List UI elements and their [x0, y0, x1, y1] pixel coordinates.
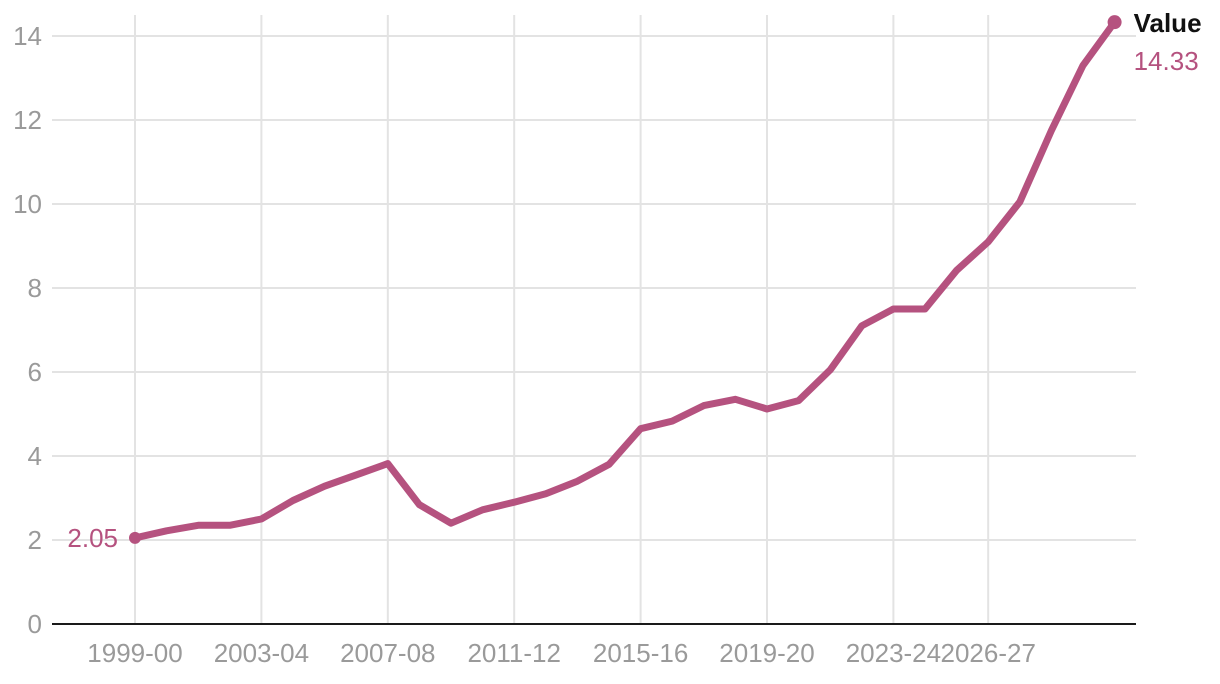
series-name-label: Value	[1134, 8, 1202, 38]
start-value-label: 2.05	[67, 523, 118, 553]
y-tick-label: 4	[28, 441, 42, 471]
x-tick-label: 2011-12	[467, 638, 561, 668]
series-line-value	[131, 18, 1119, 542]
x-tick-label: 2007-08	[340, 638, 435, 668]
end-point-marker	[1107, 15, 1122, 30]
x-tick-label: 2023-24	[846, 638, 941, 668]
x-tick-label: 2003-04	[214, 638, 309, 668]
x-tick-label: 2015-16	[593, 638, 688, 668]
end-value-label: 14.33	[1134, 46, 1199, 76]
axes: 0 2 4 6 8 10 12 14 1999-00 2003-04 2007-08 2011-12 2…	[13, 21, 1136, 668]
x-tick-label: 2019-20	[719, 638, 814, 668]
gridlines	[52, 15, 1136, 624]
x-tick-label: 2026-27	[940, 638, 1035, 668]
y-tick-label: 0	[28, 609, 42, 639]
y-tick-label: 2	[28, 525, 42, 555]
y-tick-label: 10	[13, 189, 42, 219]
series-layer	[129, 15, 1122, 544]
y-tick-label: 12	[13, 105, 42, 135]
y-tick-label: 8	[28, 273, 42, 303]
labels-layer: 2.05 Value 14.33	[67, 8, 1201, 553]
start-point-marker	[129, 531, 141, 544]
x-tick-label: 1999-00	[87, 638, 182, 668]
y-tick-label: 6	[28, 357, 42, 387]
y-tick-label: 14	[13, 21, 42, 51]
